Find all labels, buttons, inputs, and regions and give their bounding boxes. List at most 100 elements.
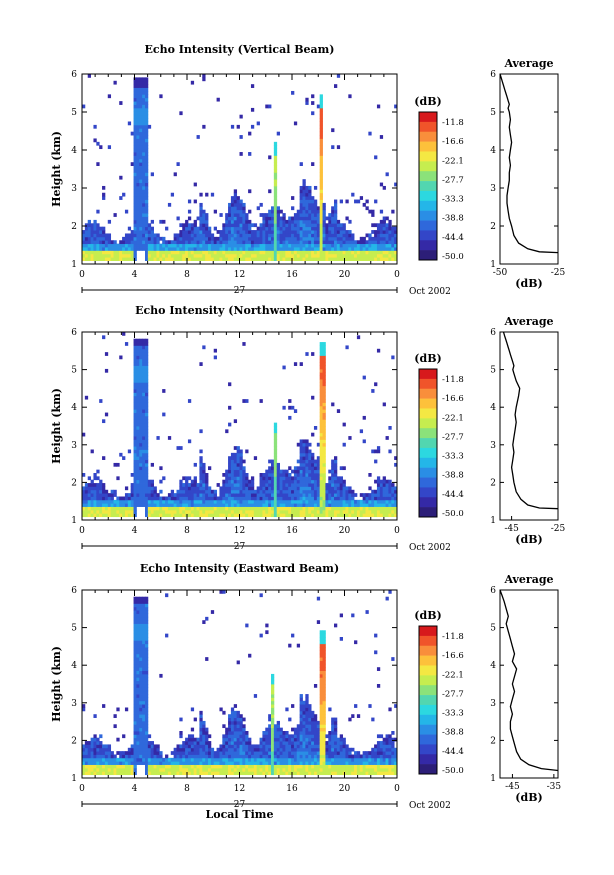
heatmap-cell [102,253,106,258]
heatmap-cell [325,486,329,491]
heatmap-cell [282,250,286,255]
heatmap-cell [145,660,149,665]
heatmap-cell [313,754,318,759]
heatmap-cell [127,253,132,258]
heatmap-cell [253,503,258,507]
heatmap-cell [93,737,97,742]
heatmap-cell [239,724,243,729]
heatmap-cell [228,223,232,228]
heatmap-cell [233,720,238,725]
heatmap-cell [242,506,246,511]
heatmap-cell [334,209,338,214]
heatmap-cell [156,767,160,772]
heatmap-cell [139,233,143,238]
heatmap-cell [262,213,266,217]
heatmap-cell [385,257,389,261]
heatmap-cell [394,506,398,511]
heatmap-cell [139,663,143,668]
heatmap-cell [239,757,243,762]
heatmap-cell [133,355,137,360]
heatmap-cell [219,257,223,261]
heatmap-cell [93,476,97,481]
heatmap-cell [322,362,326,366]
heatmap-cell [145,368,149,373]
heatmap-cell [356,199,361,204]
heatmap-cell [331,509,335,514]
heatmap-cell [345,199,349,204]
heatmap-cell [142,189,146,194]
heatmap-cell [371,240,375,245]
heatmap-cell [104,764,109,769]
heatmap-cell [250,124,255,129]
heatmap-cell [93,226,97,231]
heatmap-cell [196,754,200,759]
heatmap-cell [82,240,86,245]
heatmap-cell [242,757,246,762]
heatmap-cell [268,771,272,776]
heatmap-cell [210,253,215,258]
heatmap-cell [354,250,358,255]
heatmap-cell [179,513,183,518]
heatmap-cell [113,493,117,497]
heatmap-cell [182,503,186,507]
heatmap-cell [376,226,381,231]
heatmap-cell [268,459,272,464]
heatmap-cell [173,747,177,752]
heatmap-cell [208,253,212,258]
heatmap-cell [331,402,335,407]
heatmap-cell [379,135,384,139]
heatmap-cell [142,87,146,92]
heatmap-cell [139,690,143,695]
heatmap-cell [362,202,366,207]
heatmap-cell [133,710,137,715]
heatmap-cell [136,385,140,390]
heatmap-cell [379,513,384,518]
heatmap-cell [285,513,289,518]
colorbar-label: -22.1 [442,156,464,166]
heatmap-cell [150,247,154,251]
heatmap-cell [316,493,321,497]
heatmap-cell [139,118,143,122]
heatmap-cell [385,236,389,241]
heatmap-cell [322,415,326,420]
heatmap-cell [182,230,186,234]
heatmap-cell [276,493,280,497]
heatmap-cell [145,196,149,200]
heatmap-cell [334,219,338,224]
heatmap-cell [354,509,358,514]
heatmap-cell [311,223,315,228]
heatmap-cell [84,236,89,241]
heatmap-cell [222,724,226,729]
heatmap-cell [150,233,154,238]
heatmap-cell [276,233,280,238]
heatmap-cell [145,415,149,420]
heatmap-cell [145,379,149,383]
heatmap-cell [259,243,263,248]
heatmap-cell [187,209,192,214]
heatmap-cell [342,230,346,234]
heatmap-cell [133,459,137,464]
heatmap-cell [136,496,140,501]
heatmap-cell [133,240,137,245]
heatmap-cell [365,496,369,501]
heatmap-panel-2: Echo Intensity (Northward Beam)123456Hei… [50,304,464,553]
heatmap-cell [116,250,120,255]
heatmap-cell [371,230,375,234]
heatmap-cell [279,226,283,231]
heatmap-cell [374,382,378,387]
heatmap-cell [208,764,212,769]
heatmap-cell [293,503,298,507]
heatmap-cell [202,499,206,504]
heatmap-cell [196,135,200,139]
heatmap-cell [305,509,309,514]
heatmap-cell [124,767,129,772]
heatmap-cell [104,499,109,504]
heatmap-cell [368,503,372,507]
heatmap-cell [93,509,97,514]
heatmap-cell [124,253,129,258]
heatmap-cell [116,499,120,504]
heatmap-cell [179,250,183,255]
heatmap-cell [334,724,338,729]
heatmap-cell [133,101,137,105]
heatmap-cell [150,243,154,248]
